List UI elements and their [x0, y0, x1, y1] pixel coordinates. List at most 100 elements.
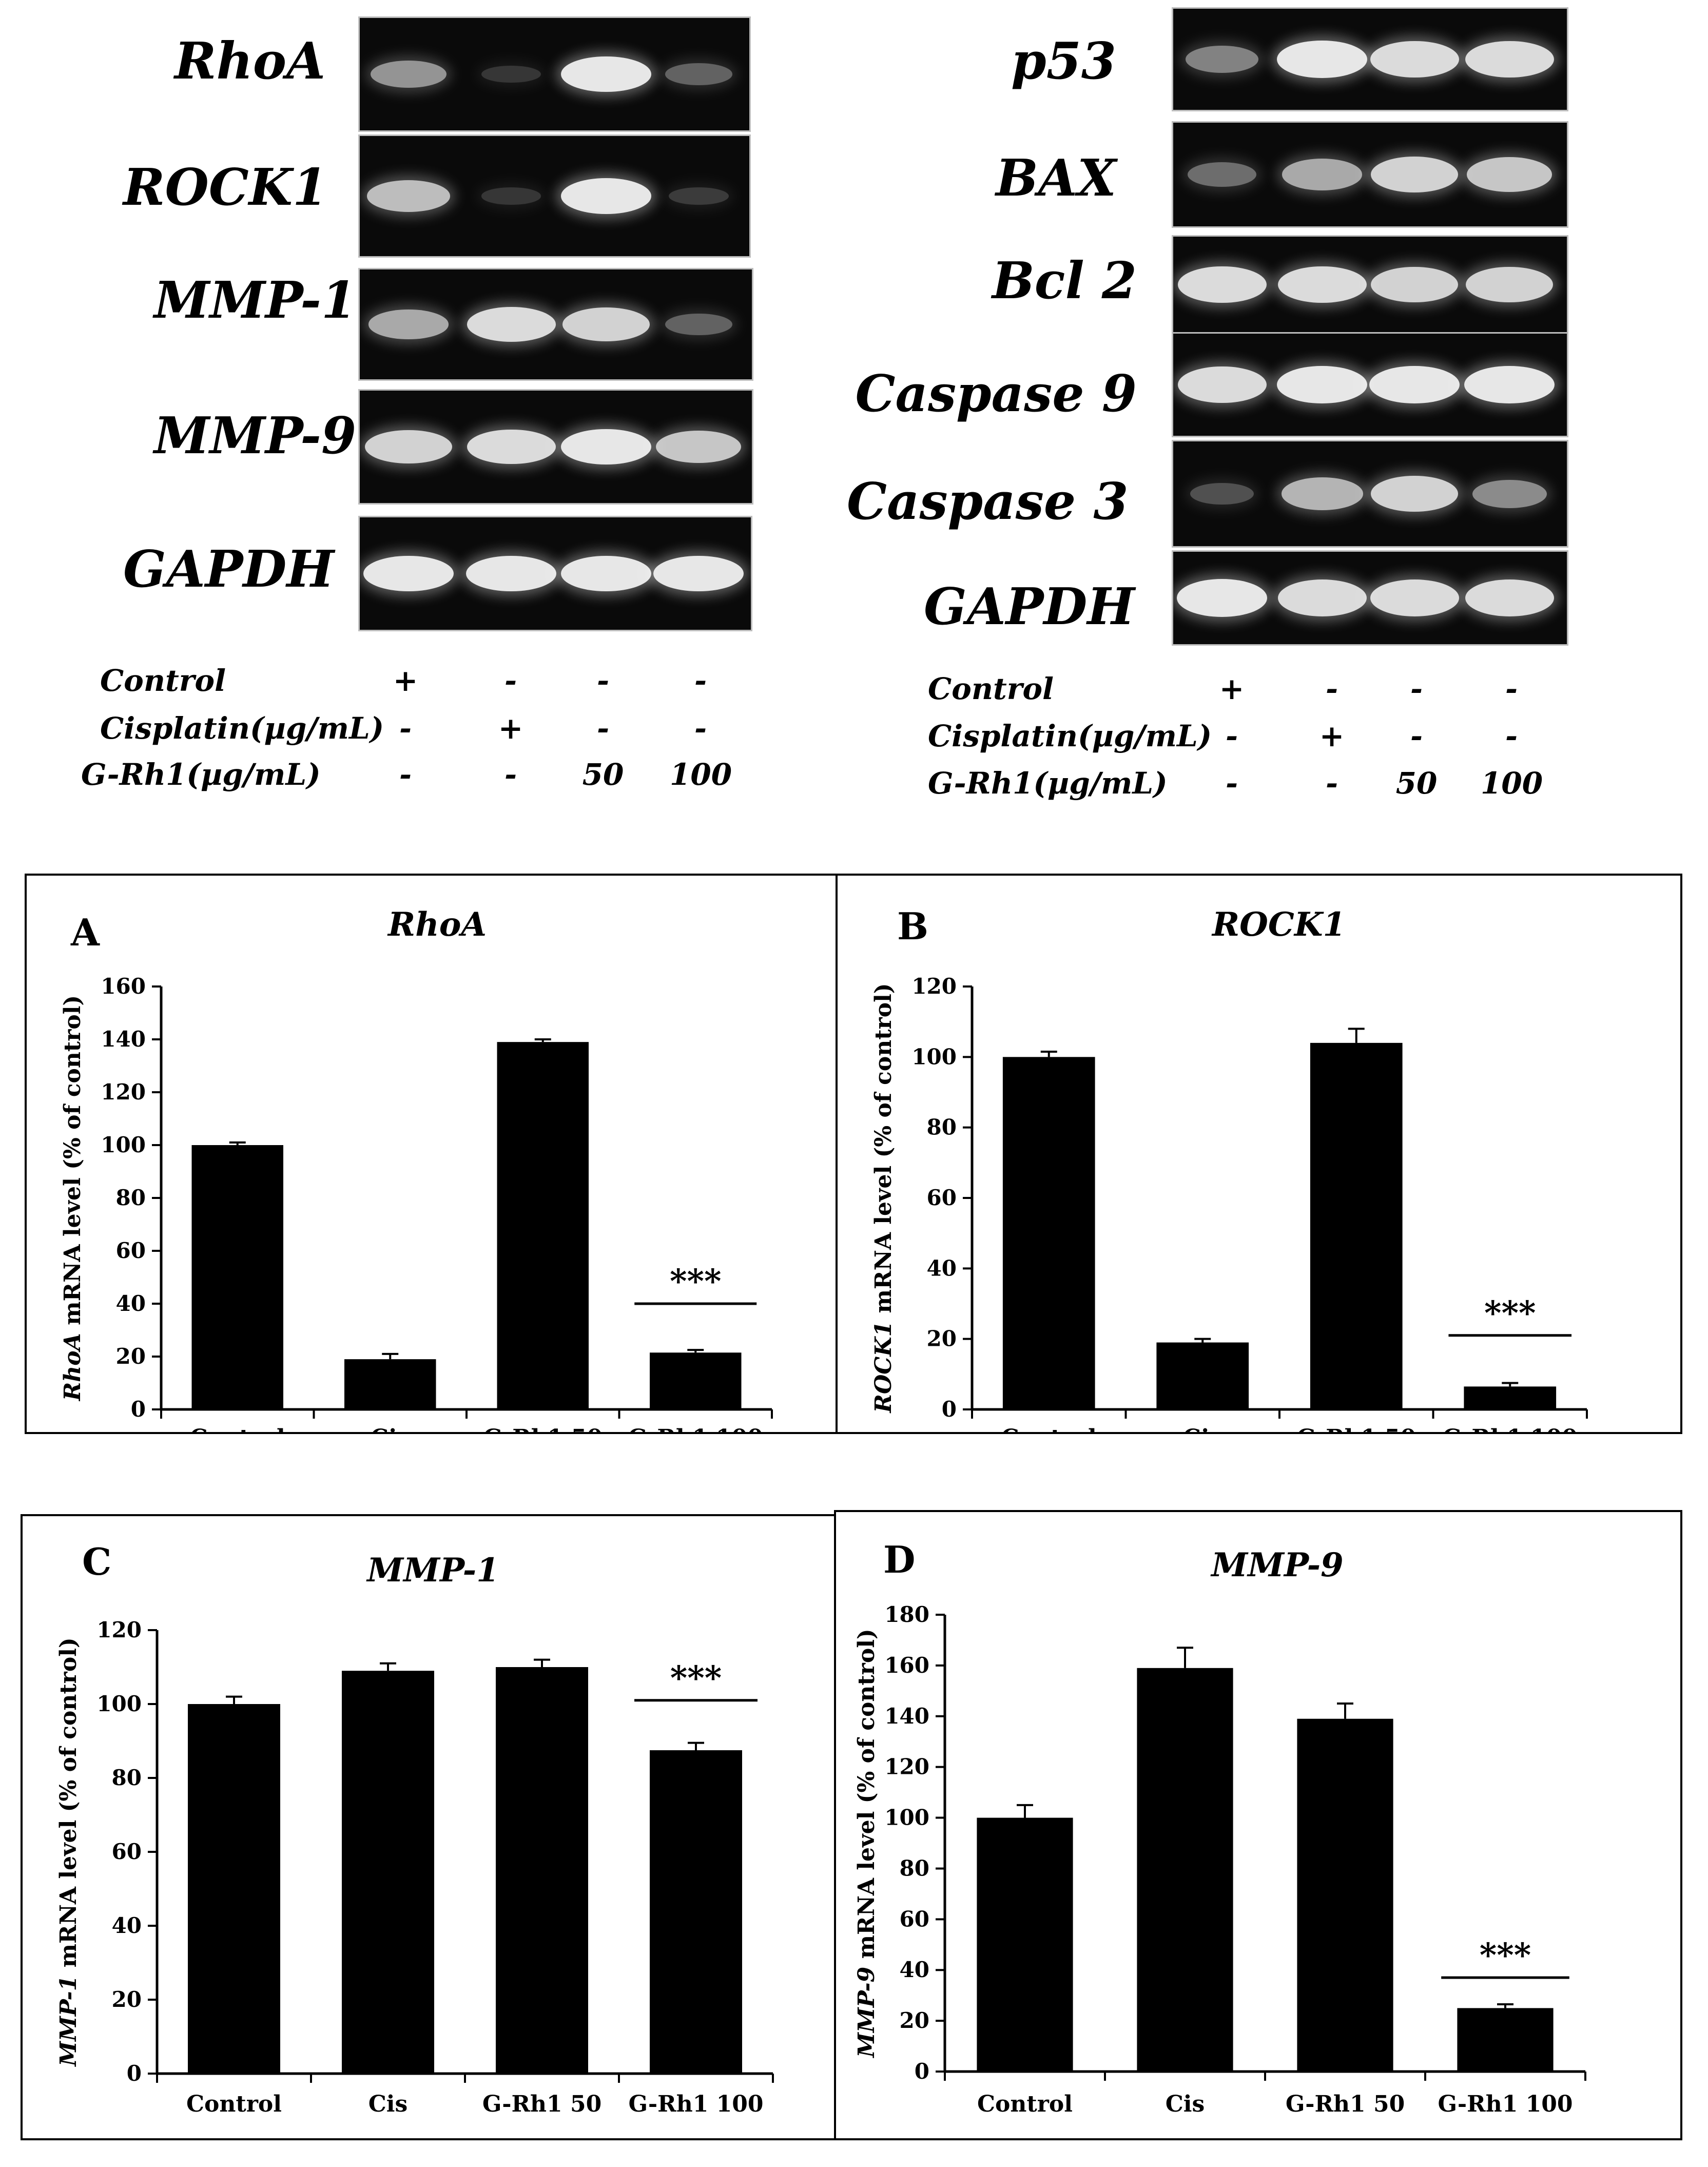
bar — [1156, 1342, 1249, 1409]
y-tick-label: 100 — [911, 1044, 957, 1069]
gel-band — [1466, 266, 1553, 303]
chart-panel-b: B ROCK1 0 20 40 60 80 100 120 Control Cis G-Rh1 5… — [836, 874, 1682, 1434]
right-legend-cell: - — [1505, 671, 1518, 706]
bar — [650, 1750, 742, 2074]
y-axis-label: MMP-1 mRNA level (% of control) — [55, 1637, 82, 2067]
bar — [1310, 1042, 1403, 1409]
y-tick-label: 180 — [884, 1602, 929, 1627]
y-axis-label-gene: RhoA — [60, 1333, 86, 1402]
right-gel-label-bcl2: Bcl 2 — [992, 251, 1137, 311]
right-gel-label-bax: BAX — [996, 149, 1116, 208]
y-tick-label: 0 — [942, 1397, 957, 1422]
y-tick-label: 80 — [900, 1855, 929, 1881]
significance-label: *** — [1480, 1936, 1531, 1975]
y-tick-label: 60 — [900, 1906, 929, 1931]
bar — [188, 1704, 280, 2074]
gel-band — [665, 313, 732, 336]
gel-band — [1465, 41, 1554, 78]
gel-band — [665, 63, 732, 85]
y-axis-label-gene: MMP-9 — [853, 1967, 880, 2059]
chart-panel-d: D MMP-9 0 20 40 60 80 100 120 140 160 180 Control C… — [834, 1510, 1682, 2140]
gel-band — [1371, 266, 1458, 303]
gel-band — [1276, 40, 1368, 79]
gel-band — [1371, 157, 1458, 192]
gel-band — [656, 430, 741, 463]
bar-chart-b: 0 20 40 60 80 100 120 Control Cis G-Rh1 50 G-Rh1 1… — [870, 974, 1588, 1432]
gel-band — [363, 555, 454, 592]
left-gel-label-rock1: ROCK1 — [123, 158, 328, 217]
y-tick-label: 140 — [101, 1027, 146, 1052]
y-tick-label: 0 — [131, 1397, 146, 1422]
left-legend-cell: - — [596, 663, 610, 698]
gel-band — [1472, 479, 1547, 508]
gel-band — [481, 65, 541, 83]
y-axis-label-gene: MMP-1 — [55, 1976, 82, 2067]
gel-band — [467, 307, 556, 342]
y-axis-label-gene: ROCK1 — [870, 1321, 897, 1414]
right-legend-grh1-label: G-Rh1(µg/mL) — [928, 766, 1168, 801]
left-gel-label-mmp1: MMP-1 — [154, 271, 357, 330]
y-axis-label: MMP-9 mRNA level (% of control) — [853, 1629, 880, 2058]
right-legend-cell: - — [1225, 719, 1238, 753]
y-tick-label: 40 — [900, 1957, 929, 1982]
bar — [496, 1667, 588, 2074]
chart-title-c: MMP-1 — [367, 1551, 499, 1590]
gel-band — [1281, 477, 1363, 510]
x-tick-label: Control — [977, 2091, 1073, 2117]
y-axis-label: RhoA mRNA level (% of control) — [60, 995, 86, 1402]
bar — [1137, 1668, 1233, 2072]
y-tick-label: 60 — [927, 1185, 957, 1210]
y-tick-label: 40 — [927, 1255, 957, 1281]
x-tick-label: G-Rh1 50 — [482, 2091, 601, 2117]
x-tick-label: G-Rh1 100 — [1443, 1425, 1578, 1432]
panel-letter-a: A — [71, 911, 100, 954]
gel-band — [467, 429, 556, 465]
right-legend-cell: 100 — [1481, 766, 1543, 801]
gel-band — [370, 60, 447, 88]
y-tick-label: 80 — [112, 1765, 142, 1790]
right-legend-cell: - — [1225, 766, 1238, 801]
y-tick-label: 160 — [884, 1653, 929, 1678]
gel-band — [560, 555, 652, 592]
bar — [1002, 1057, 1095, 1409]
y-axis-label-unit: mRNA level (% of control) — [853, 1629, 880, 1966]
right-legend-cell: - — [1410, 719, 1423, 753]
left-gel-label-rhoa: RhoA — [174, 32, 326, 91]
right-legend-cisplatin-label: Cisplatin(µg/mL) — [928, 719, 1212, 753]
gel-band — [560, 56, 652, 92]
y-tick-label: 20 — [112, 1987, 142, 2012]
left-gel-label-gapdh: GAPDH — [123, 540, 334, 599]
right-legend-cell: - — [1325, 766, 1338, 801]
left-legend-cell: - — [399, 757, 412, 792]
y-tick-label: 0 — [127, 2061, 142, 2086]
gel-band — [481, 187, 541, 205]
panel-letter-b: B — [897, 904, 928, 948]
x-tick-label: G-Rh1 100 — [1438, 2091, 1573, 2117]
gel-band — [1176, 579, 1268, 617]
right-gel-gapdh — [1172, 550, 1568, 646]
left-legend-cisplatin-label: Cisplatin(µg/mL) — [100, 711, 384, 746]
y-tick-label: 20 — [900, 2008, 929, 2033]
gel-band — [653, 555, 744, 592]
x-tick-label: Control — [186, 2091, 282, 2117]
bar — [191, 1145, 283, 1409]
gel-band — [368, 309, 449, 339]
y-tick-label: 0 — [915, 2059, 929, 2084]
significance-label: *** — [1484, 1294, 1536, 1332]
right-gel-bcl2 — [1172, 235, 1568, 334]
significance-label: *** — [670, 1659, 722, 1697]
bar-chart-a: 0 20 40 60 80 100 120 140 160 Control Cis G-Rh1 50 G… — [60, 974, 773, 1432]
left-gel-label-mmp9: MMP-9 — [154, 407, 357, 466]
y-tick-label: 120 — [96, 1617, 142, 1642]
gel-band — [365, 430, 452, 464]
right-gel-bax — [1172, 121, 1568, 228]
x-tick-label: G-Rh1 100 — [629, 2091, 764, 2117]
y-tick-label: 140 — [884, 1704, 929, 1729]
left-legend-cell: 100 — [670, 757, 732, 792]
chart-title-d: MMP-9 — [1211, 1546, 1344, 1584]
left-legend-cell: + — [498, 711, 523, 746]
bar — [1464, 1386, 1557, 1409]
y-tick-label: 120 — [884, 1754, 929, 1779]
right-legend-cell: 50 — [1395, 766, 1438, 801]
right-legend-cell: - — [1325, 671, 1338, 706]
